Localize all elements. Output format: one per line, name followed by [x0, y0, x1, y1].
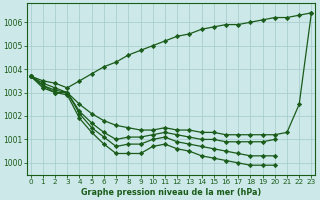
X-axis label: Graphe pression niveau de la mer (hPa): Graphe pression niveau de la mer (hPa) [81, 188, 261, 197]
